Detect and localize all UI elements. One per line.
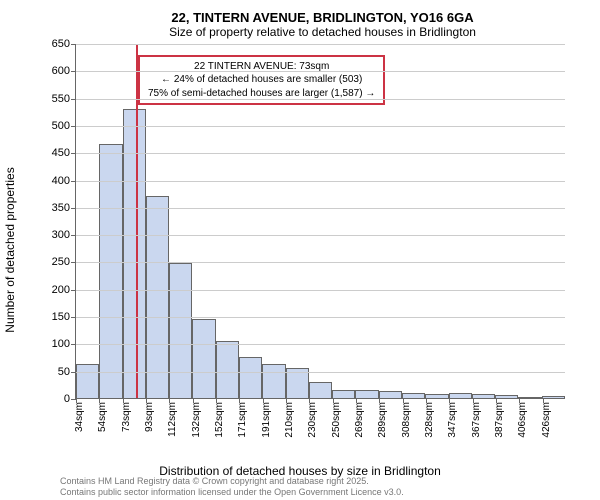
xtick-label: 93sqm [144,398,155,432]
ytick-label: 400 [52,175,76,187]
gridline [76,126,565,127]
chart-title-main: 22, TINTERN AVENUE, BRIDLINGTON, YO16 6G… [60,10,585,25]
xtick-label: 132sqm [191,398,202,438]
annotation-line2: ← 24% of detached houses are smaller (50… [148,73,375,87]
xtick-label: 112sqm [167,398,178,437]
gridline [76,208,565,209]
ytick-label: 350 [52,202,76,214]
ytick-label: 550 [52,93,76,105]
gridline [76,71,565,72]
ytick-label: 250 [52,256,76,268]
xtick-label: 308sqm [401,398,412,438]
histogram-bar [309,382,332,398]
gridline [76,235,565,236]
histogram-bar [192,319,215,398]
ytick-label: 50 [58,366,76,378]
histogram-bar [262,364,285,398]
footer: Contains HM Land Registry data © Crown c… [60,476,404,498]
ytick-label: 650 [52,38,76,50]
xtick-label: 269sqm [354,398,365,438]
gridline [76,181,565,182]
xtick-label: 54sqm [97,398,108,432]
annotation-box: 22 TINTERN AVENUE: 73sqm ← 24% of detach… [138,55,385,106]
histogram-bar [355,390,378,398]
ytick-label: 100 [52,338,76,350]
xtick-label: 152sqm [214,398,225,438]
xtick-label: 426sqm [541,398,552,438]
footer-line2: Contains public sector information licen… [60,487,404,498]
chart-title-sub: Size of property relative to detached ho… [60,25,585,39]
xtick-label: 73sqm [121,398,132,432]
ytick-label: 500 [52,120,76,132]
histogram-bar [216,341,239,398]
xtick-label: 191sqm [261,398,272,438]
xtick-label: 347sqm [447,398,458,438]
yaxis-label: Number of detached properties [3,167,17,332]
ytick-label: 600 [52,65,76,77]
histogram-bar [76,364,99,398]
gridline [76,153,565,154]
ytick-label: 200 [52,284,76,296]
xtick-label: 210sqm [284,398,295,438]
plot-area: 22 TINTERN AVENUE: 73sqm ← 24% of detach… [75,44,565,399]
gridline [76,262,565,263]
histogram-bar [99,144,122,398]
xtick-label: 250sqm [331,398,342,438]
xtick-label: 289sqm [377,398,388,438]
xtick-label: 367sqm [471,398,482,438]
histogram-bar [239,357,262,398]
xtick-label: 387sqm [494,398,505,438]
histogram-bar [332,390,355,398]
histogram-bar [123,109,146,398]
xtick-label: 328sqm [424,398,435,438]
xtick-label: 230sqm [307,398,318,438]
gridline [76,317,565,318]
ytick-label: 300 [52,229,76,241]
xtick-label: 171sqm [237,398,248,438]
xtick-label: 34sqm [74,398,85,432]
gridline [76,290,565,291]
gridline [76,372,565,373]
xtick-label: 406sqm [517,398,528,438]
gridline [76,99,565,100]
gridline [76,44,565,45]
histogram-bar [169,263,192,398]
chart-container: 22, TINTERN AVENUE, BRIDLINGTON, YO16 6G… [0,0,600,500]
histogram-bar [146,196,169,398]
gridline [76,344,565,345]
ytick-label: 150 [52,311,76,323]
footer-line1: Contains HM Land Registry data © Crown c… [60,476,404,487]
ytick-label: 450 [52,147,76,159]
